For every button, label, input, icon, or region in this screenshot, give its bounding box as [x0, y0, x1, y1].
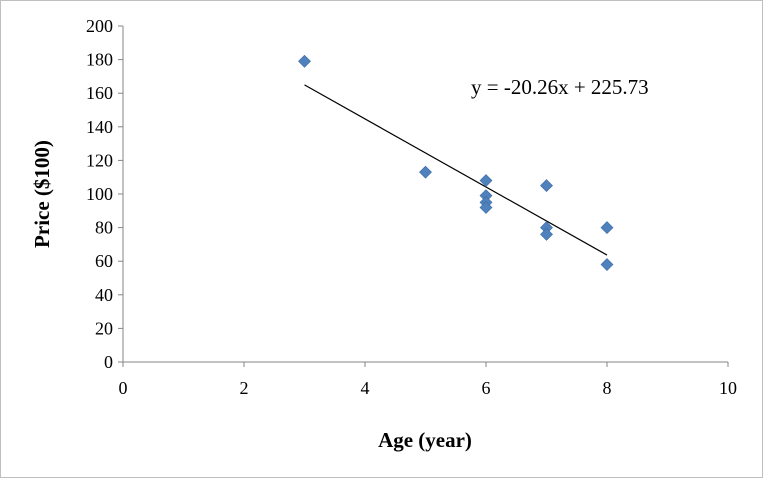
x-tick-label: 0	[119, 378, 128, 398]
x-tick-label: 4	[361, 378, 370, 398]
trendline-equation: y = -20.26x + 225.73	[471, 75, 649, 99]
y-tick-label: 40	[95, 285, 113, 305]
data-point	[479, 174, 493, 187]
y-tick-label: 120	[86, 150, 113, 170]
data-points	[298, 54, 614, 271]
data-point	[419, 165, 432, 179]
x-tick-label: 2	[240, 378, 249, 398]
data-point	[540, 227, 553, 241]
y-axis-title: Price ($100)	[30, 140, 54, 248]
data-point	[600, 258, 614, 271]
plot-area	[123, 26, 728, 362]
y-tick-label: 80	[95, 218, 113, 238]
trendline	[304, 84, 608, 256]
y-tick-label: 200	[86, 16, 113, 36]
x-tick-label: 10	[719, 378, 737, 398]
y-tick-label: 60	[95, 251, 113, 271]
data-point	[540, 179, 553, 193]
data-point	[298, 54, 311, 68]
y-axis-ticks: 0 20 40 60 80 100 120 140 160 180 200	[86, 16, 123, 372]
y-tick-label: 0	[104, 352, 113, 372]
y-tick-label: 180	[86, 50, 113, 70]
data-point	[479, 201, 493, 214]
data-point	[600, 221, 614, 235]
x-axis-title: Age (year)	[378, 428, 472, 452]
y-tick-label: 20	[95, 318, 113, 338]
x-tick-label: 6	[482, 378, 491, 398]
y-tick-label: 160	[86, 83, 113, 103]
y-tick-label: 100	[86, 184, 113, 204]
x-axis-ticks: 0 2 4 6 8 10	[119, 362, 737, 398]
y-tick-label: 140	[86, 117, 113, 137]
x-tick-label: 8	[603, 378, 612, 398]
